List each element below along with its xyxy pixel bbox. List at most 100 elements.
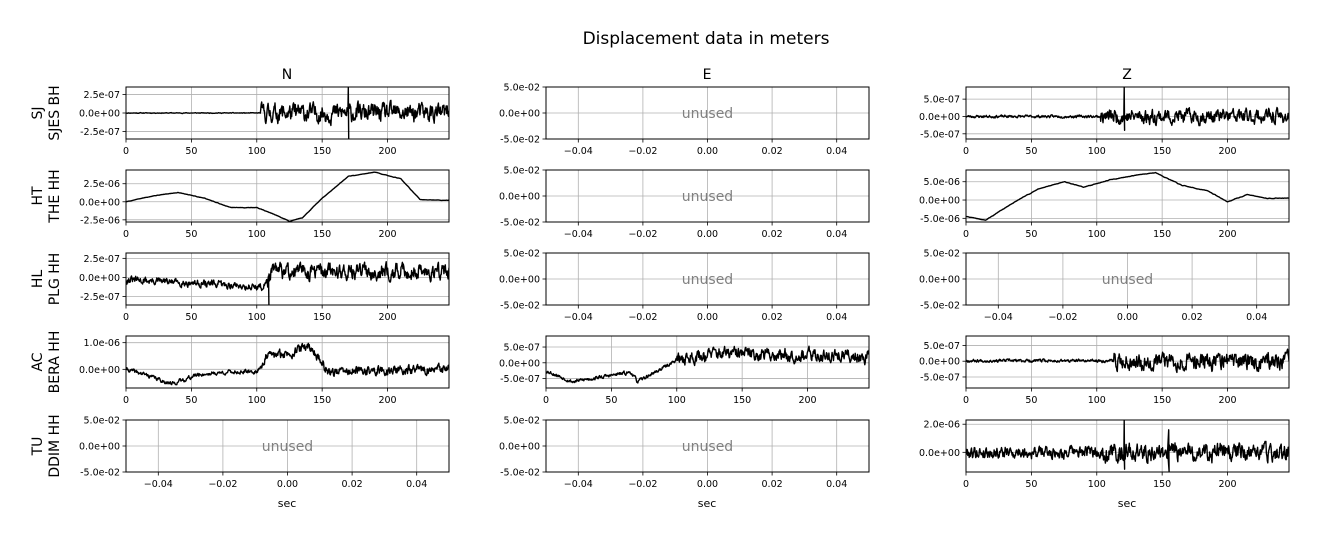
x-tick-label: 200 xyxy=(378,229,396,240)
x-tick-label: 0 xyxy=(963,479,969,490)
x-tick-label: 50 xyxy=(185,146,197,157)
axes-frame xyxy=(965,419,1290,473)
y-tick-label: -2.5e-07 xyxy=(80,292,120,303)
x-tick-label: 0.00 xyxy=(697,229,718,240)
axes-frame xyxy=(965,86,1290,140)
x-tick-label: 0.00 xyxy=(277,479,298,490)
x-tick-label: 100 xyxy=(1088,146,1106,157)
x-tick-label: 150 xyxy=(313,229,331,240)
subplot-sj-z: -5.0e-07 0.0e+00 5.0e-07 0 50 100 150 200 xyxy=(919,86,1290,157)
x-tick-label: 50 xyxy=(1025,229,1037,240)
x-tick-label: 0.02 xyxy=(762,229,783,240)
x-tick-label: 0.00 xyxy=(697,312,718,323)
y-tick-label: -5.0e-07 xyxy=(920,372,960,383)
column-title-e: E xyxy=(703,67,712,83)
x-tick-label: 150 xyxy=(313,312,331,323)
x-tick-label: 100 xyxy=(1088,479,1106,490)
waveform-trace xyxy=(966,348,1289,374)
y-tick-label: -5.0e-02 xyxy=(500,135,540,146)
subplot-ac-z: -5.0e-07 0.0e+00 5.0e-07 0 50 100 150 200 xyxy=(919,335,1290,406)
x-tick-label: 200 xyxy=(798,395,816,406)
y-tick-label: 0.0e+00 xyxy=(919,357,960,368)
y-tick-label: 5.0e-07 xyxy=(924,95,960,106)
x-tick-label: 200 xyxy=(1218,229,1236,240)
x-tick-label: 100 xyxy=(1088,395,1106,406)
subplot-ac-n: 0.0e+00 1.0e-06 0 50 100 150 200 xyxy=(79,335,450,406)
y-tick-label: -2.5e-06 xyxy=(80,215,120,226)
y-tick-label: 5.0e-02 xyxy=(504,249,540,260)
x-tick-label: 0.02 xyxy=(762,312,783,323)
subplot-grid: -2.5e-07 0.0e+00 2.5e-07 0 50 100 150 200 unused… xyxy=(79,83,1290,490)
unused-label: unused xyxy=(262,439,313,455)
y-tick-label: 5.0e-06 xyxy=(924,177,960,188)
x-axis-label: sec xyxy=(278,497,297,510)
x-tick-label: 150 xyxy=(1153,395,1171,406)
x-tick-label: 50 xyxy=(185,229,197,240)
station-label-line2: SJES BH xyxy=(47,85,63,140)
y-tick-label: 0.0e+00 xyxy=(919,275,960,286)
station-labels: SJ SJES BH HT THE HH HL PLG HH AC BERA H… xyxy=(30,85,63,477)
y-tick-label: 0.0e+00 xyxy=(79,365,120,376)
y-tick-label: 1.0e-06 xyxy=(84,338,120,349)
x-axis-label: sec xyxy=(698,497,717,510)
y-tick-label: -5.0e-02 xyxy=(500,468,540,479)
waveform-trace xyxy=(966,171,1289,221)
y-tick-label: -5.0e-02 xyxy=(500,218,540,229)
y-tick-label: -2.5e-07 xyxy=(80,127,120,138)
y-tick-label: 0.0e+00 xyxy=(79,442,120,453)
x-tick-label: 0.00 xyxy=(697,146,718,157)
x-tick-label: 0 xyxy=(123,395,129,406)
y-tick-label: 0.0e+00 xyxy=(79,273,120,284)
station-label-line1: AC xyxy=(30,352,46,371)
y-tick-label: 2.5e-06 xyxy=(84,179,120,190)
x-tick-label: 200 xyxy=(378,146,396,157)
waveform-trace xyxy=(126,342,449,386)
x-tick-label: 0.04 xyxy=(826,479,847,490)
y-tick-label: 0.0e+00 xyxy=(499,109,540,120)
x-tick-label: 0.02 xyxy=(762,146,783,157)
x-tick-label: −0.04 xyxy=(984,312,1013,323)
station-label-line1: SJ xyxy=(30,106,46,119)
x-tick-label: 200 xyxy=(378,395,396,406)
unused-label: unused xyxy=(1102,272,1153,288)
x-tick-label: 0 xyxy=(963,229,969,240)
x-tick-label: 150 xyxy=(1153,146,1171,157)
y-tick-label: 5.0e-02 xyxy=(504,83,540,94)
unused-label: unused xyxy=(682,106,733,122)
x-tick-label: 0.02 xyxy=(762,479,783,490)
x-tick-label: 150 xyxy=(733,395,751,406)
x-tick-label: 0.04 xyxy=(826,146,847,157)
waveform-trace xyxy=(126,171,449,222)
x-tick-label: 50 xyxy=(1025,395,1037,406)
y-tick-label: 0.0e+00 xyxy=(79,109,120,120)
y-tick-label: -5.0e-02 xyxy=(80,468,120,479)
subplot-ht-z: -5.0e-06 0.0e+00 5.0e-06 0 50 100 150 200 xyxy=(919,169,1290,240)
y-tick-label: 5.0e-02 xyxy=(924,249,960,260)
x-tick-label: 0.04 xyxy=(826,229,847,240)
x-tick-label: 100 xyxy=(668,395,686,406)
x-tick-label: 100 xyxy=(1088,229,1106,240)
unused-label: unused xyxy=(682,189,733,205)
subplot-hl-z: unused -5.0e-02 0.0e+00 5.0e-02 −0.04 −0.02 0.… xyxy=(919,249,1290,323)
x-tick-label: −0.04 xyxy=(144,479,173,490)
y-tick-label: 2.5e-07 xyxy=(84,90,120,101)
y-tick-label: -5.0e-06 xyxy=(920,214,960,225)
axes-frame xyxy=(965,335,1290,389)
x-tick-label: 100 xyxy=(248,312,266,323)
waveform-trace xyxy=(546,345,869,384)
column-title-z: Z xyxy=(1122,67,1132,83)
x-tick-label: −0.02 xyxy=(628,479,657,490)
axes-frame xyxy=(545,335,870,389)
y-tick-label: 0.0e+00 xyxy=(79,197,120,208)
y-tick-label: 0.0e+00 xyxy=(499,358,540,369)
x-tick-label: −0.02 xyxy=(628,312,657,323)
x-tick-label: 100 xyxy=(248,395,266,406)
x-tick-label: 50 xyxy=(1025,146,1037,157)
x-tick-label: 0.04 xyxy=(826,312,847,323)
waveform-trace xyxy=(126,87,449,139)
x-tick-label: 0 xyxy=(123,229,129,240)
y-tick-label: 5.0e-02 xyxy=(84,416,120,427)
x-tick-label: −0.02 xyxy=(1048,312,1077,323)
x-tick-label: −0.04 xyxy=(564,146,593,157)
